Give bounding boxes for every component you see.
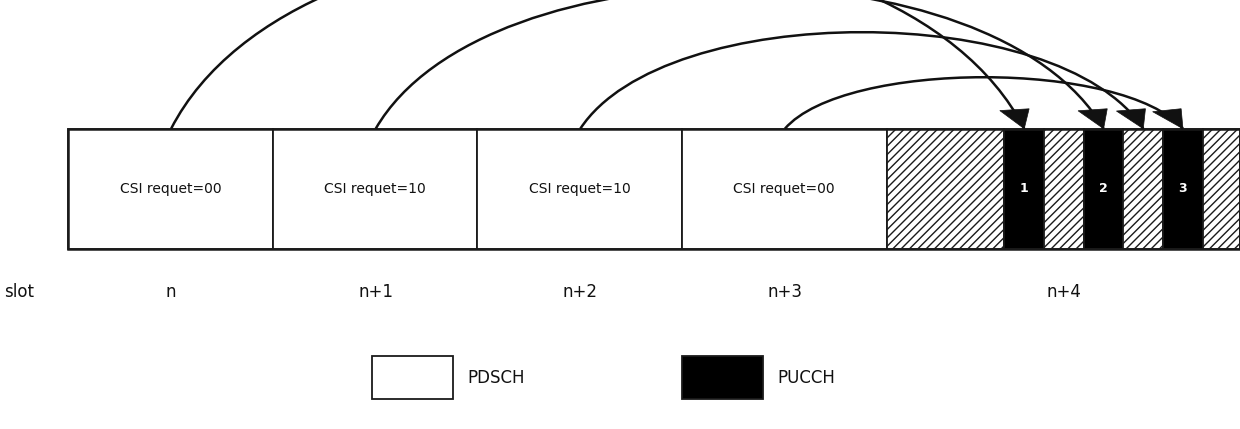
Bar — [1084, 129, 1123, 249]
Text: CSI requet=10: CSI requet=10 — [528, 182, 631, 196]
Text: slot: slot — [4, 283, 33, 301]
Text: n+4: n+4 — [1047, 283, 1081, 301]
Bar — [273, 129, 477, 249]
Bar — [887, 129, 1004, 249]
Bar — [477, 129, 682, 249]
Text: CSI requet=10: CSI requet=10 — [324, 182, 427, 196]
Bar — [372, 356, 453, 399]
Text: PDSCH: PDSCH — [467, 369, 525, 387]
Polygon shape — [999, 109, 1029, 129]
Text: 1: 1 — [1019, 182, 1029, 195]
Text: CSI requet=00: CSI requet=00 — [734, 182, 835, 196]
Text: n: n — [166, 283, 176, 301]
Bar — [68, 129, 273, 249]
Text: n+1: n+1 — [358, 283, 393, 301]
Bar — [682, 129, 887, 249]
Text: PUCCH: PUCCH — [777, 369, 836, 387]
Text: n+3: n+3 — [768, 283, 802, 301]
Polygon shape — [1116, 109, 1146, 129]
Bar — [1004, 129, 1044, 249]
Text: 2: 2 — [1099, 182, 1109, 195]
Polygon shape — [1078, 109, 1107, 129]
Text: n+2: n+2 — [563, 283, 598, 301]
Bar — [1123, 129, 1163, 249]
Bar — [682, 356, 763, 399]
Bar — [1163, 129, 1203, 249]
Text: 3: 3 — [1179, 182, 1187, 195]
Bar — [68, 129, 1240, 249]
Bar — [1203, 129, 1240, 249]
Polygon shape — [1153, 109, 1183, 129]
Text: CSI requet=00: CSI requet=00 — [120, 182, 221, 196]
Bar — [1044, 129, 1084, 249]
